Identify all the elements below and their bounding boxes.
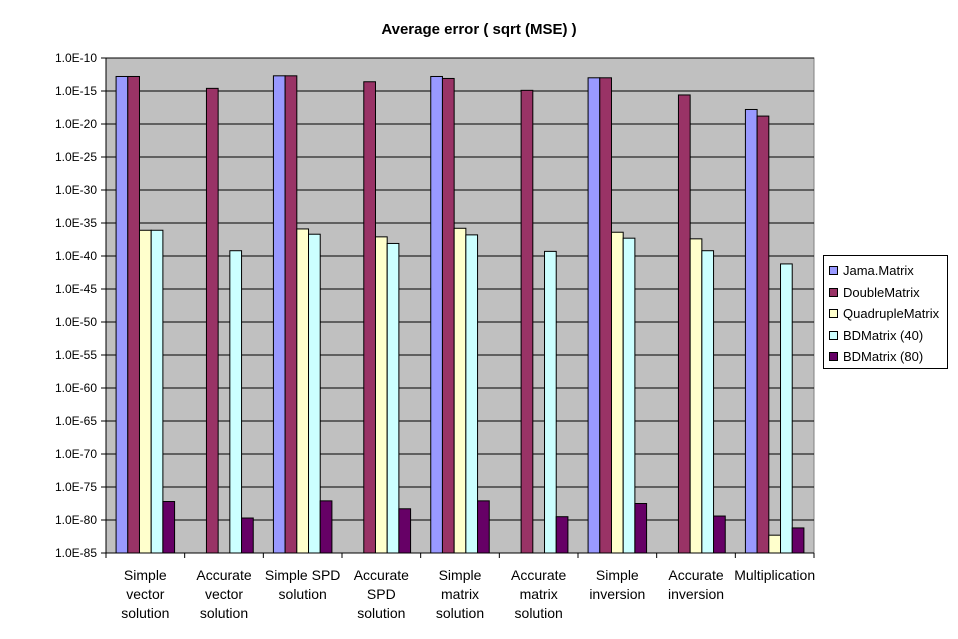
legend-swatch [829, 266, 838, 276]
x-category-label: Accurate vector solution [196, 567, 251, 621]
legend-item: DoubleMatrix [829, 282, 947, 304]
legend-label: Jama.Matrix [843, 263, 914, 279]
y-tick-label: 1.0E-75 [55, 480, 97, 494]
bar-quadruplematrix [138, 229, 152, 554]
bar-jama-matrix [430, 75, 443, 554]
bar-bdmatrix-40 [386, 242, 400, 554]
axes [101, 57, 815, 558]
bar-bdmatrix-40 [544, 250, 557, 554]
legend-label: QuadrupleMatrix [843, 306, 940, 322]
bar-doublematrix [599, 77, 612, 554]
legend-swatch [829, 287, 838, 297]
x-category-label: Multiplication [734, 567, 815, 583]
bar-jama-matrix [744, 108, 758, 554]
y-tick-label: 1.0E-10 [55, 51, 97, 65]
bar-bdmatrix-40 [780, 263, 793, 554]
legend-label: BDMatrix (40) [843, 327, 924, 343]
x-category-label: Simple SPD solution [265, 567, 340, 602]
x-category-label: Simple inversion [589, 567, 645, 602]
x-category-label: Simple vector solution [121, 567, 169, 621]
bar-doublematrix [127, 75, 140, 554]
y-tick-label: 1.0E-60 [55, 381, 97, 395]
bar-quadruplematrix [374, 236, 388, 554]
bar-doublematrix [756, 115, 770, 554]
x-category-labels: Simple vector solution Accurate vector soluti… [121, 567, 815, 621]
bar-quadruplematrix [689, 238, 703, 554]
y-tick-label: 1.0E-30 [55, 183, 97, 197]
legend-swatch [829, 309, 838, 319]
y-tick-label: 1.0E-55 [55, 348, 97, 362]
bar-bdmatrix-80 [713, 515, 726, 554]
bar-quadruplematrix [768, 534, 782, 554]
y-tick-label: 1.0E-45 [55, 282, 97, 296]
x-category-label: Simple matrix solution [436, 567, 484, 621]
legend-item: BDMatrix (80) [829, 346, 947, 368]
legend-item: Jama.Matrix [829, 260, 947, 282]
y-tick-label: 1.0E-70 [55, 447, 97, 461]
bar-jama-matrix [272, 75, 286, 554]
bar-bdmatrix-40 [622, 237, 636, 554]
bar-jama-matrix [587, 77, 601, 554]
bar-bdmatrix-40 [701, 250, 715, 554]
bar-bdmatrix-40 [308, 233, 321, 554]
x-category-label: Accurate SPD solution [354, 567, 409, 621]
bar-doublematrix [677, 94, 691, 554]
bar-bdmatrix-40 [229, 250, 243, 554]
legend-swatch [829, 352, 838, 362]
bar-quadruplematrix [453, 227, 467, 554]
bar-bdmatrix-40 [150, 229, 164, 554]
x-category-label: Accurate matrix solution [511, 567, 566, 621]
bar-bdmatrix-80 [319, 500, 333, 554]
bar-doublematrix [363, 81, 376, 554]
y-tick-label: 1.0E-25 [55, 150, 97, 164]
y-tick-label: 1.0E-35 [55, 216, 97, 230]
y-tick-label: 1.0E-50 [55, 315, 97, 329]
bar-quadruplematrix [610, 231, 624, 554]
bar-doublematrix [205, 87, 219, 554]
bar-bdmatrix-80 [555, 516, 569, 554]
bar-bdmatrix-80 [634, 503, 648, 554]
x-category-label: Accurate inversion [668, 567, 724, 602]
y-tick-labels: 1.0E-10 1.0E-15 1.0E-20 1.0E-25 1.0E-30 1.0E-… [55, 51, 97, 560]
bar-bdmatrix-80 [241, 517, 254, 554]
bar-doublematrix [520, 89, 534, 554]
legend-label: BDMatrix (80) [843, 349, 924, 365]
chart-title: Average error ( sqrt (MSE) ) [381, 21, 577, 38]
y-tick-label: 1.0E-15 [55, 84, 97, 98]
legend-item: BDMatrix (40) [829, 325, 947, 347]
bar-bdmatrix-80 [162, 501, 176, 554]
y-tick-label: 1.0E-80 [55, 513, 97, 527]
bar-doublematrix [284, 75, 298, 554]
bars [115, 75, 805, 554]
y-tick-label: 1.0E-20 [55, 117, 97, 131]
legend: Jama.Matrix DoubleMatrix QuadrupleMatrix BD… [823, 255, 948, 369]
bar-quadruplematrix [296, 228, 310, 554]
bar-bdmatrix-80 [398, 508, 412, 554]
y-tick-label: 1.0E-65 [55, 414, 97, 428]
y-tick-label: 1.0E-85 [55, 546, 97, 560]
y-tick-label: 1.0E-40 [55, 249, 97, 263]
bar-bdmatrix-40 [465, 234, 479, 554]
bar-bdmatrix-80 [477, 500, 490, 554]
legend-label: DoubleMatrix [843, 284, 920, 300]
bar-jama-matrix [115, 75, 129, 554]
legend-swatch [829, 330, 838, 340]
bar-doublematrix [441, 77, 455, 554]
legend-item: QuadrupleMatrix [829, 303, 947, 325]
bar-bdmatrix-80 [791, 527, 805, 554]
